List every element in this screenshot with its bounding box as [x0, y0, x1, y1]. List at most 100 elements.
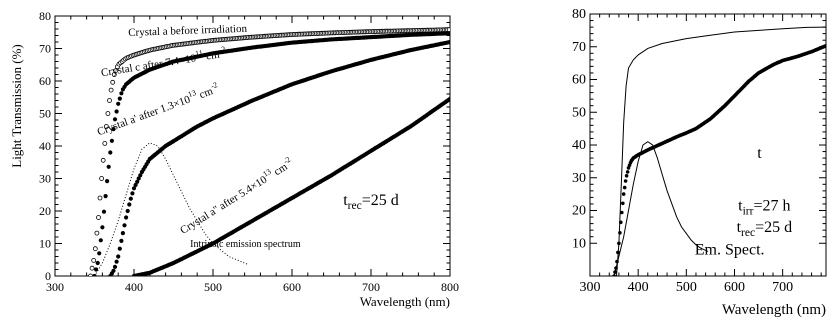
x-tick-label: 600 [283, 280, 301, 294]
y-tick-label: 0 [45, 269, 51, 283]
data-point [88, 273, 93, 276]
data-point [110, 79, 116, 85]
series-line [613, 141, 709, 276]
data-point [113, 68, 119, 73]
data-point [105, 179, 110, 184]
right-chart-panel: 300 400 500 600 700 10 20 30 40 50 60 70 80 Wavelengt… [572, 7, 827, 318]
data-point [111, 268, 116, 273]
data-point [101, 209, 107, 214]
data-point [105, 111, 111, 116]
data-point [120, 231, 125, 236]
y-tick-label: 30 [39, 172, 51, 186]
x-tick-label: 300 [46, 280, 64, 294]
data-point [94, 230, 100, 236]
data-point [114, 109, 119, 114]
data-point [119, 238, 124, 243]
data-point [103, 124, 109, 129]
y-tick-label: 40 [572, 138, 586, 153]
y-tick-label: 50 [39, 107, 51, 121]
annotation: Crystal a'' after 5.4×1013 cm-2 [177, 155, 296, 237]
annotation: Em. Spect. [695, 242, 765, 259]
data-point [117, 96, 122, 101]
annotation: t [757, 145, 762, 162]
y-tick-label: 30 [572, 171, 586, 186]
x-tick-label: 700 [362, 280, 380, 294]
data-point [447, 39, 450, 45]
y-tick-label: 10 [572, 236, 586, 251]
data-point [111, 72, 117, 77]
y-tick-label: 20 [39, 204, 51, 218]
data-point [97, 251, 102, 256]
x-axis-label: Wavelength (nm) [360, 294, 450, 309]
data-point [102, 140, 108, 146]
data-point [824, 44, 826, 48]
left-chart-panel: 300 400 500 600 700 800 0 10 20 30 40 50 60 70 80 Wavel… [9, 9, 459, 309]
data-point [117, 246, 122, 251]
y-tick-label: 50 [572, 105, 586, 120]
series-crystal-c-after-7-4-10-11-cm-2 [92, 31, 450, 276]
annotation: Intrinsic emission spectrum [190, 239, 301, 250]
data-point [106, 164, 111, 169]
data-point [92, 246, 98, 252]
data-point [96, 215, 101, 220]
data-point [130, 191, 135, 196]
data-point [122, 223, 127, 228]
annotation: Crystal a' after 1.3×1013 cm-2 [95, 80, 221, 138]
data-point [111, 127, 116, 132]
data-point [623, 179, 628, 183]
data-point [92, 273, 97, 276]
series-crystal-a-after-1-3-10-13-cm-2 [108, 39, 450, 276]
data-point [100, 157, 106, 163]
x-tick-label: 500 [676, 280, 697, 295]
data-point [97, 195, 103, 201]
x-tick-label: 600 [724, 280, 745, 295]
data-point [98, 238, 103, 243]
data-point [625, 170, 630, 174]
data-point [128, 196, 133, 201]
series-em-spect [613, 141, 709, 276]
plot-area [612, 26, 826, 276]
x-tick-label: 500 [204, 280, 222, 294]
data-point [94, 267, 99, 272]
y-tick-label: 60 [572, 73, 586, 88]
data-point [107, 98, 112, 103]
data-point [617, 241, 621, 246]
x-tick-label: 400 [125, 280, 143, 294]
data-point [619, 220, 623, 225]
x-tick-label: 800 [441, 280, 459, 294]
data-point [138, 173, 143, 178]
data-point [89, 265, 95, 271]
data-point [99, 176, 104, 181]
x-tick-label: 700 [772, 280, 793, 295]
x-tick-label: 400 [628, 280, 649, 295]
annotation: Crystal a before irradiation [128, 23, 248, 39]
data-point [100, 225, 105, 230]
data-point [131, 186, 137, 191]
data-point [621, 192, 626, 196]
data-point [618, 231, 622, 235]
data-point [95, 260, 100, 266]
data-point [124, 215, 129, 220]
y-tick-label: 70 [39, 42, 51, 56]
series-t [612, 44, 826, 276]
data-point [114, 259, 119, 264]
data-point [125, 208, 130, 214]
series-line [616, 26, 826, 276]
data-point [622, 185, 627, 190]
data-point [112, 264, 118, 269]
data-point [108, 150, 113, 155]
plot-area [88, 27, 450, 276]
data-point [621, 201, 625, 206]
y-tick-label: 80 [39, 9, 51, 23]
data-point [116, 254, 121, 259]
y-axis-label: Light Transmission (%) [9, 44, 24, 168]
data-point [447, 96, 450, 101]
data-point [127, 202, 132, 207]
data-point [109, 138, 114, 143]
annotation: tirr=27 h [738, 198, 790, 218]
annotation: trec=25 d [343, 192, 399, 212]
series-0 [616, 26, 826, 276]
data-point [135, 179, 140, 184]
y-tick-label: 80 [572, 7, 586, 22]
